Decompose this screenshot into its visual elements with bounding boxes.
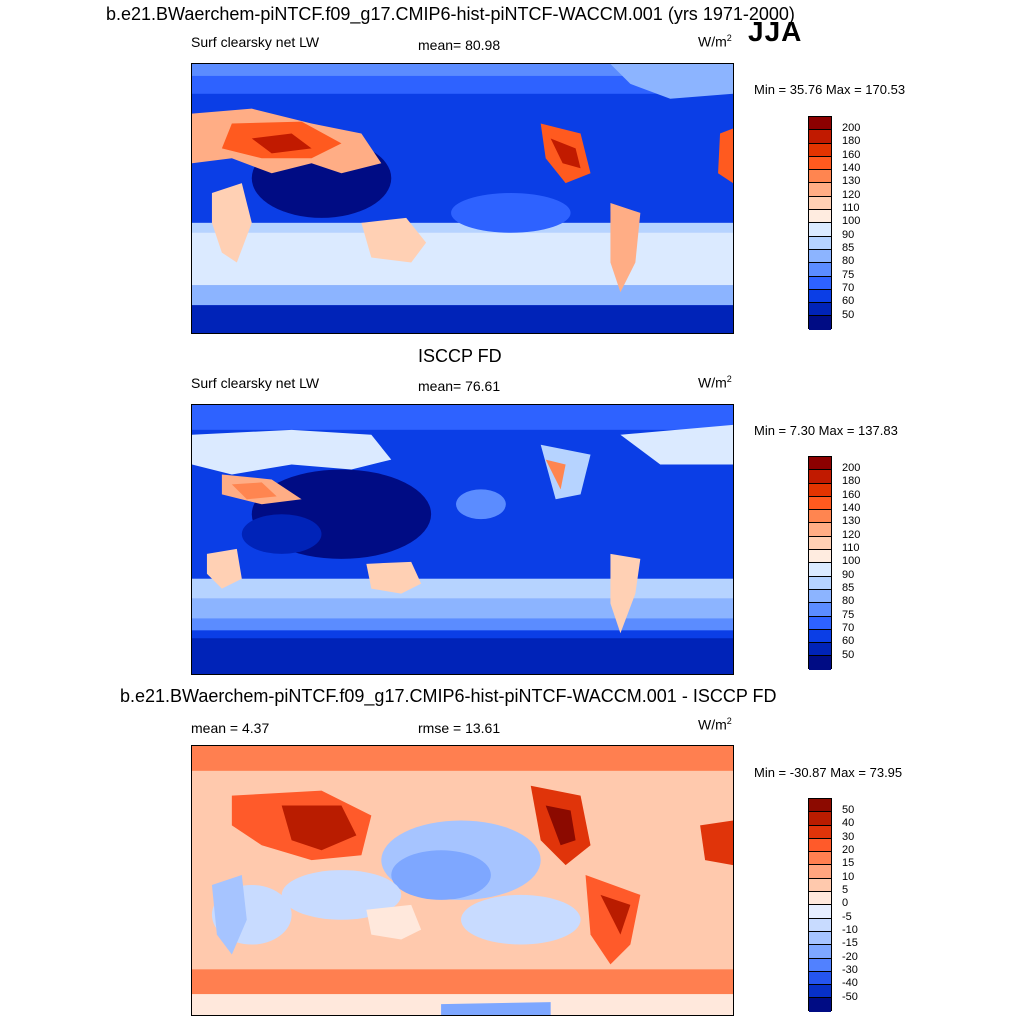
panel3-units: W/m2: [698, 716, 732, 733]
panel3-title: b.e21.BWaerchem-piNTCF.f09_g17.CMIP6-his…: [120, 686, 777, 706]
panel3-minmax: Min = -30.87 Max = 73.95: [754, 765, 903, 780]
panel2-colorbar: [808, 456, 832, 670]
panel2-variable-label: Surf clearsky net LW: [191, 375, 320, 391]
panel3-mean-label: mean = 4.37: [191, 720, 270, 736]
panel2-units: W/m2: [698, 374, 732, 391]
season-label: JJA: [748, 16, 803, 47]
panel1-units: W/m2: [698, 33, 732, 50]
panel2-title: ISCCP FD: [418, 346, 502, 366]
panel2-mean-label: mean= 76.61: [418, 378, 501, 394]
panel1-minmax: Min = 35.76 Max = 170.53: [754, 82, 906, 97]
panel1-map: [191, 63, 734, 334]
panel1-mean-label: mean= 80.98: [418, 37, 501, 53]
panel2-minmax: Min = 7.30 Max = 137.83: [754, 423, 898, 438]
panel3-map: [191, 745, 734, 1016]
panel1-variable-label: Surf clearsky net LW: [191, 34, 320, 50]
panel3-rmse-label: rmse = 13.61: [418, 720, 501, 736]
panel2-map: [191, 404, 734, 675]
panel1-colorbar: [808, 116, 832, 330]
panel3-colorbar: [808, 798, 832, 1012]
figure-title: b.e21.BWaerchem-piNTCF.f09_g17.CMIP6-his…: [106, 4, 795, 24]
